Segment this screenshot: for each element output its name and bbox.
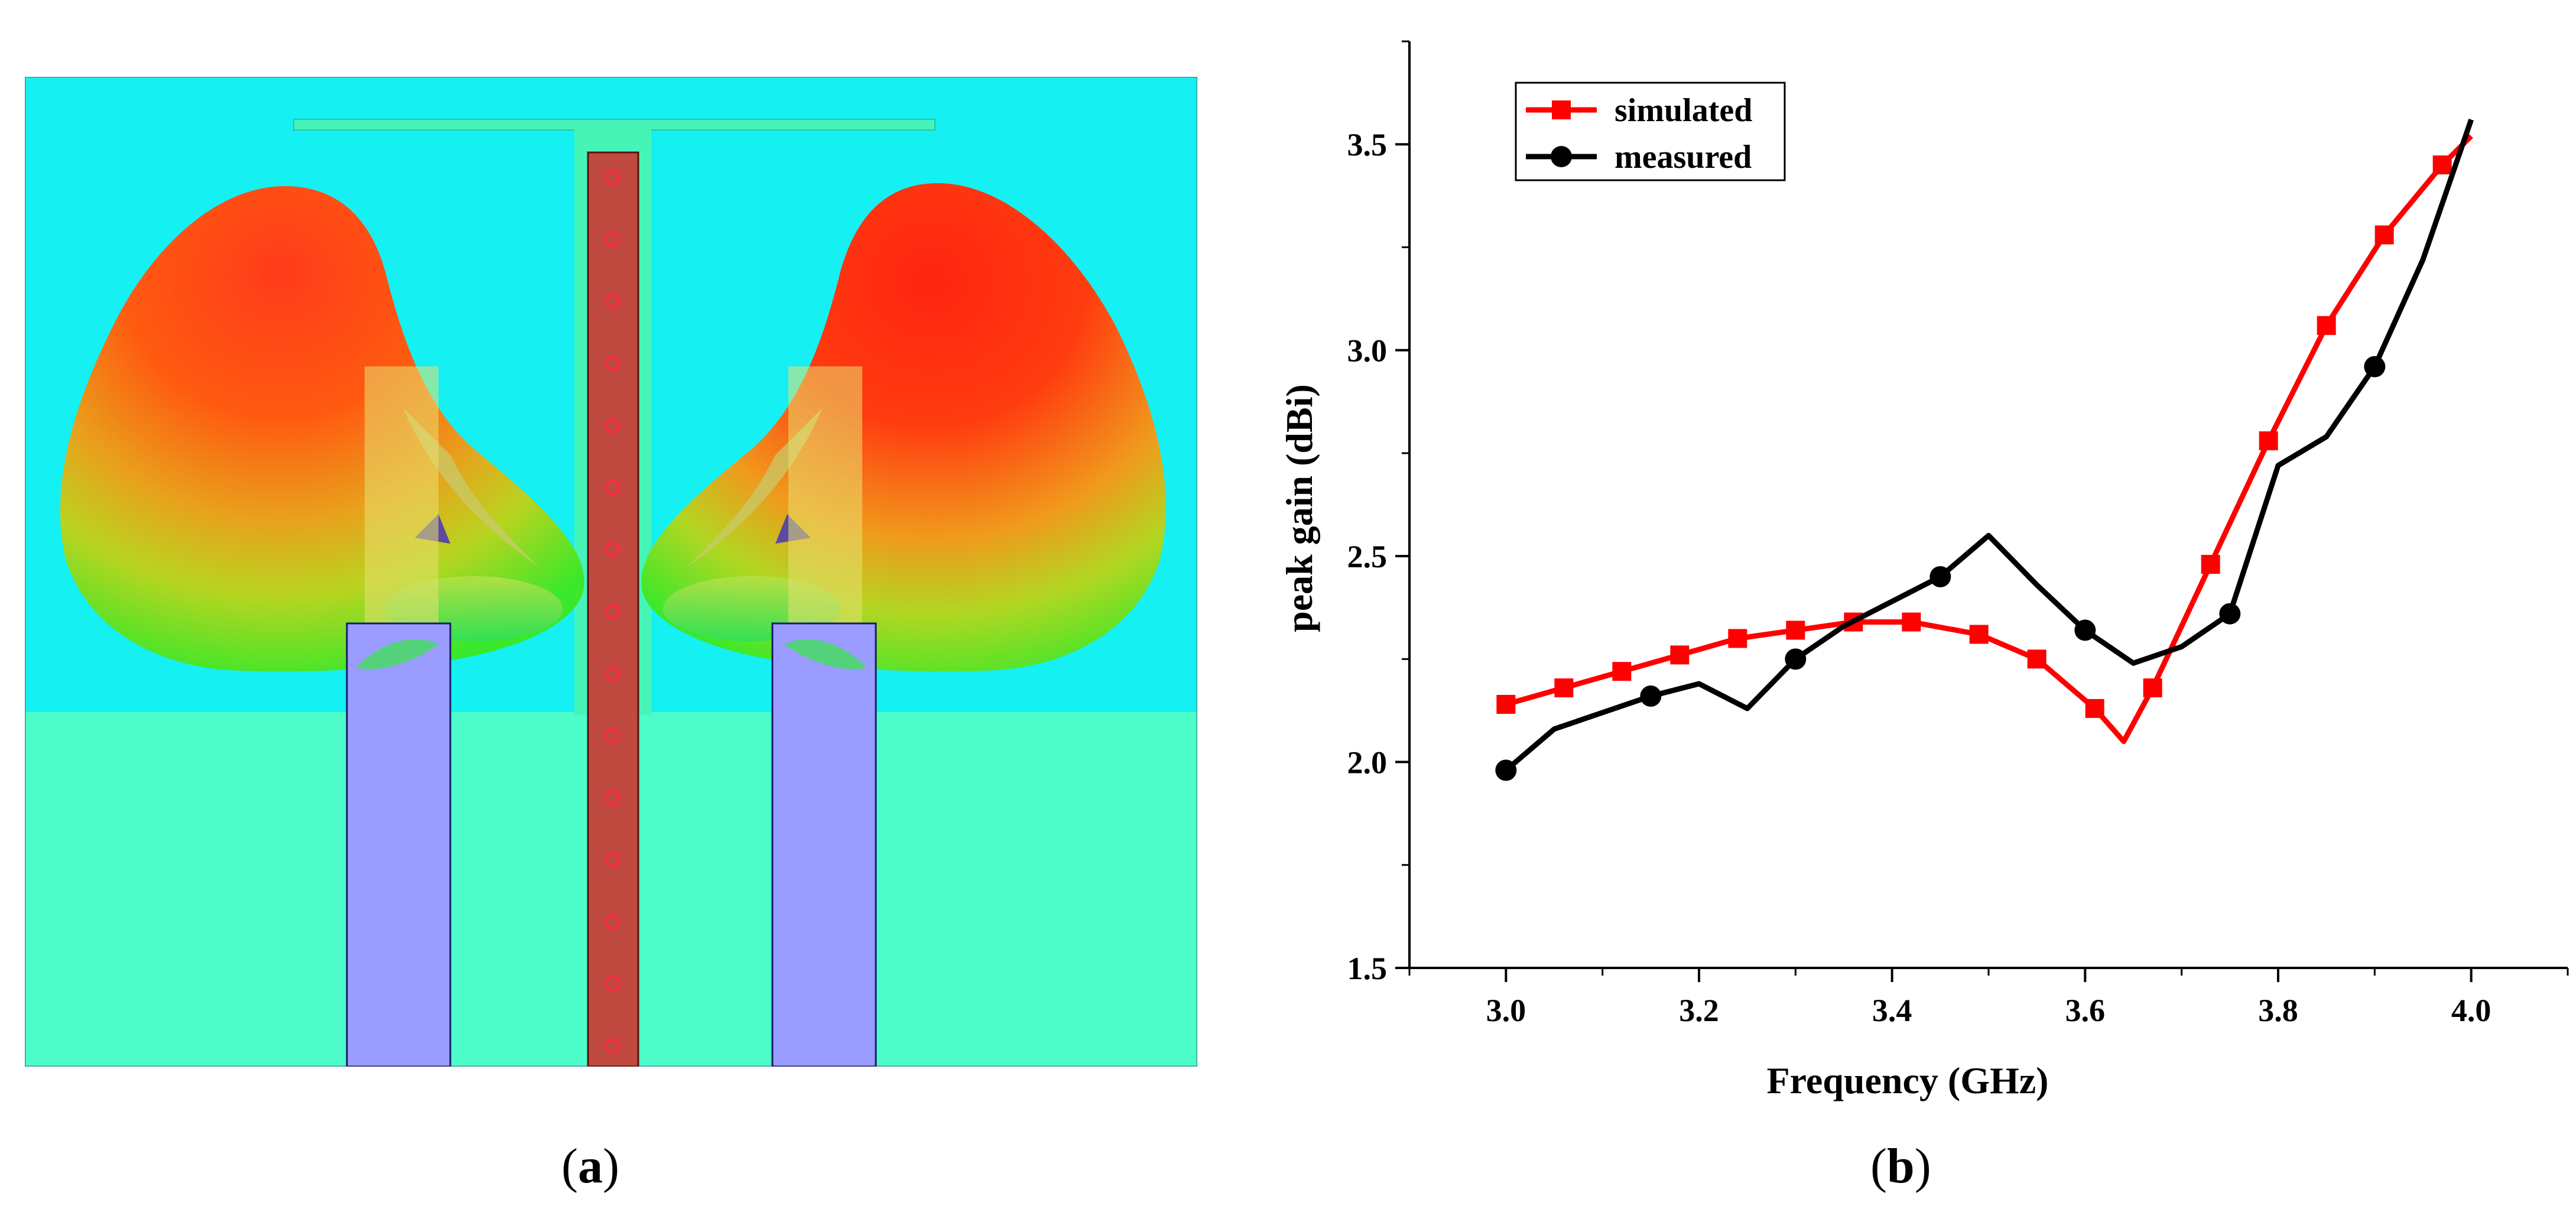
x-axis-label: Frequency (GHz) [1767, 1060, 2049, 1101]
caption-a: (a) [561, 1139, 619, 1194]
data-point-simulated [1786, 620, 1805, 640]
x-tick-label: 3.0 [1486, 993, 1526, 1028]
data-point-measured [1785, 648, 1807, 670]
y-tick-label: 3.5 [1347, 127, 1388, 162]
peak-gain-chart: 3.0 3.2 3.4 3.6 3.8 4.0 1.5 2.0 2.5 3.0 3.5 simula… [1265, 35, 2576, 1158]
data-point-simulated [2374, 225, 2394, 245]
data-point-simulated [1496, 694, 1516, 714]
legend-marker-measured [1551, 146, 1572, 167]
left-feed-port [346, 622, 451, 1068]
y-tick-label: 2.5 [1347, 539, 1388, 574]
left-radiation-lobe [60, 186, 584, 672]
x-tick-label: 3.6 [2065, 993, 2106, 1028]
caption-b: (b) [1870, 1139, 1931, 1194]
y-tick-label: 3.0 [1347, 333, 1388, 369]
left-monopole-arm [365, 366, 438, 662]
data-point-measured [2364, 356, 2386, 378]
data-point-simulated [1670, 645, 1690, 665]
data-point-measured [1640, 685, 1662, 707]
chart-svg: 3.0 3.2 3.4 3.6 3.8 4.0 1.5 2.0 2.5 3.0 3.5 simula… [1278, 40, 2569, 1101]
data-point-simulated [2201, 555, 2220, 574]
data-point-measured [2219, 603, 2241, 625]
legend-label-simulated: simulated [1615, 92, 1752, 129]
legend-marker-simulated [1552, 100, 1571, 119]
legend-label-measured: measured [1615, 139, 1752, 176]
data-point-simulated [2027, 649, 2046, 669]
data-point-simulated [1969, 625, 1989, 644]
via-row [605, 170, 621, 1054]
antenna-radiation-figure [24, 76, 1198, 1068]
y-tick-label: 2.0 [1347, 745, 1388, 781]
data-point-simulated [2317, 316, 2336, 335]
y-tick-label: 1.5 [1347, 951, 1388, 986]
series-line-measured [1504, 118, 2474, 772]
y-axis-label: peak gain (dBi) [1278, 384, 1320, 632]
data-point-simulated [2085, 698, 2104, 718]
data-point-measured [1929, 566, 1951, 587]
legend: simulated measured [1515, 82, 1786, 181]
data-point-simulated [1554, 678, 1574, 698]
x-tick-label: 3.8 [2258, 993, 2298, 1028]
right-monopole-arm [788, 366, 862, 662]
data-point-simulated [2432, 155, 2452, 175]
right-feed-port [771, 622, 877, 1068]
antenna-pattern-svg [24, 76, 1198, 1068]
data-point-simulated [2143, 678, 2162, 698]
x-tick-label: 4.0 [2451, 993, 2491, 1028]
axes: 3.0 3.2 3.4 3.6 3.8 4.0 1.5 2.0 2.5 3.0 3.5 [1347, 40, 2569, 1028]
data-point-measured [2074, 619, 2096, 641]
data-point-measured [1495, 759, 1517, 781]
data-point-simulated [2259, 431, 2278, 450]
x-tick-label: 3.4 [1872, 993, 1912, 1028]
data-point-simulated [1728, 629, 1747, 648]
data-point-simulated [1612, 662, 1632, 681]
data-point-simulated [1902, 612, 1921, 632]
right-radiation-lobe [641, 183, 1166, 672]
x-tick-label: 3.2 [1679, 993, 1719, 1028]
series-layer [1495, 118, 2474, 781]
legend-box [1515, 82, 1786, 181]
